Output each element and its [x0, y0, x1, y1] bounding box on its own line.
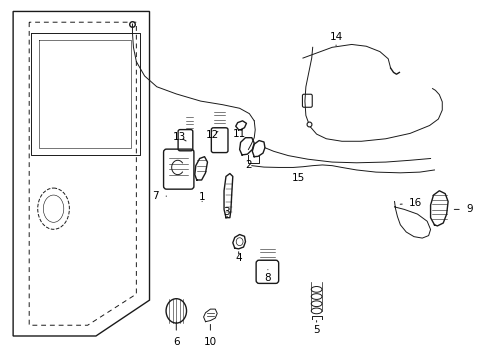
Text: 10: 10 [203, 324, 217, 347]
Text: 16: 16 [399, 198, 422, 208]
Text: 6: 6 [173, 322, 179, 347]
Text: 8: 8 [264, 270, 271, 283]
Text: 12: 12 [206, 130, 219, 140]
Text: 4: 4 [235, 252, 242, 263]
Text: 3: 3 [222, 207, 229, 218]
Text: 1: 1 [199, 192, 205, 202]
Text: 9: 9 [453, 204, 472, 215]
Text: 7: 7 [152, 191, 166, 201]
Text: 2: 2 [244, 160, 251, 170]
Text: 13: 13 [172, 132, 186, 142]
Text: 14: 14 [329, 32, 342, 45]
Text: 15: 15 [291, 173, 304, 183]
Text: 5: 5 [313, 320, 319, 335]
Text: 11: 11 [232, 129, 246, 139]
